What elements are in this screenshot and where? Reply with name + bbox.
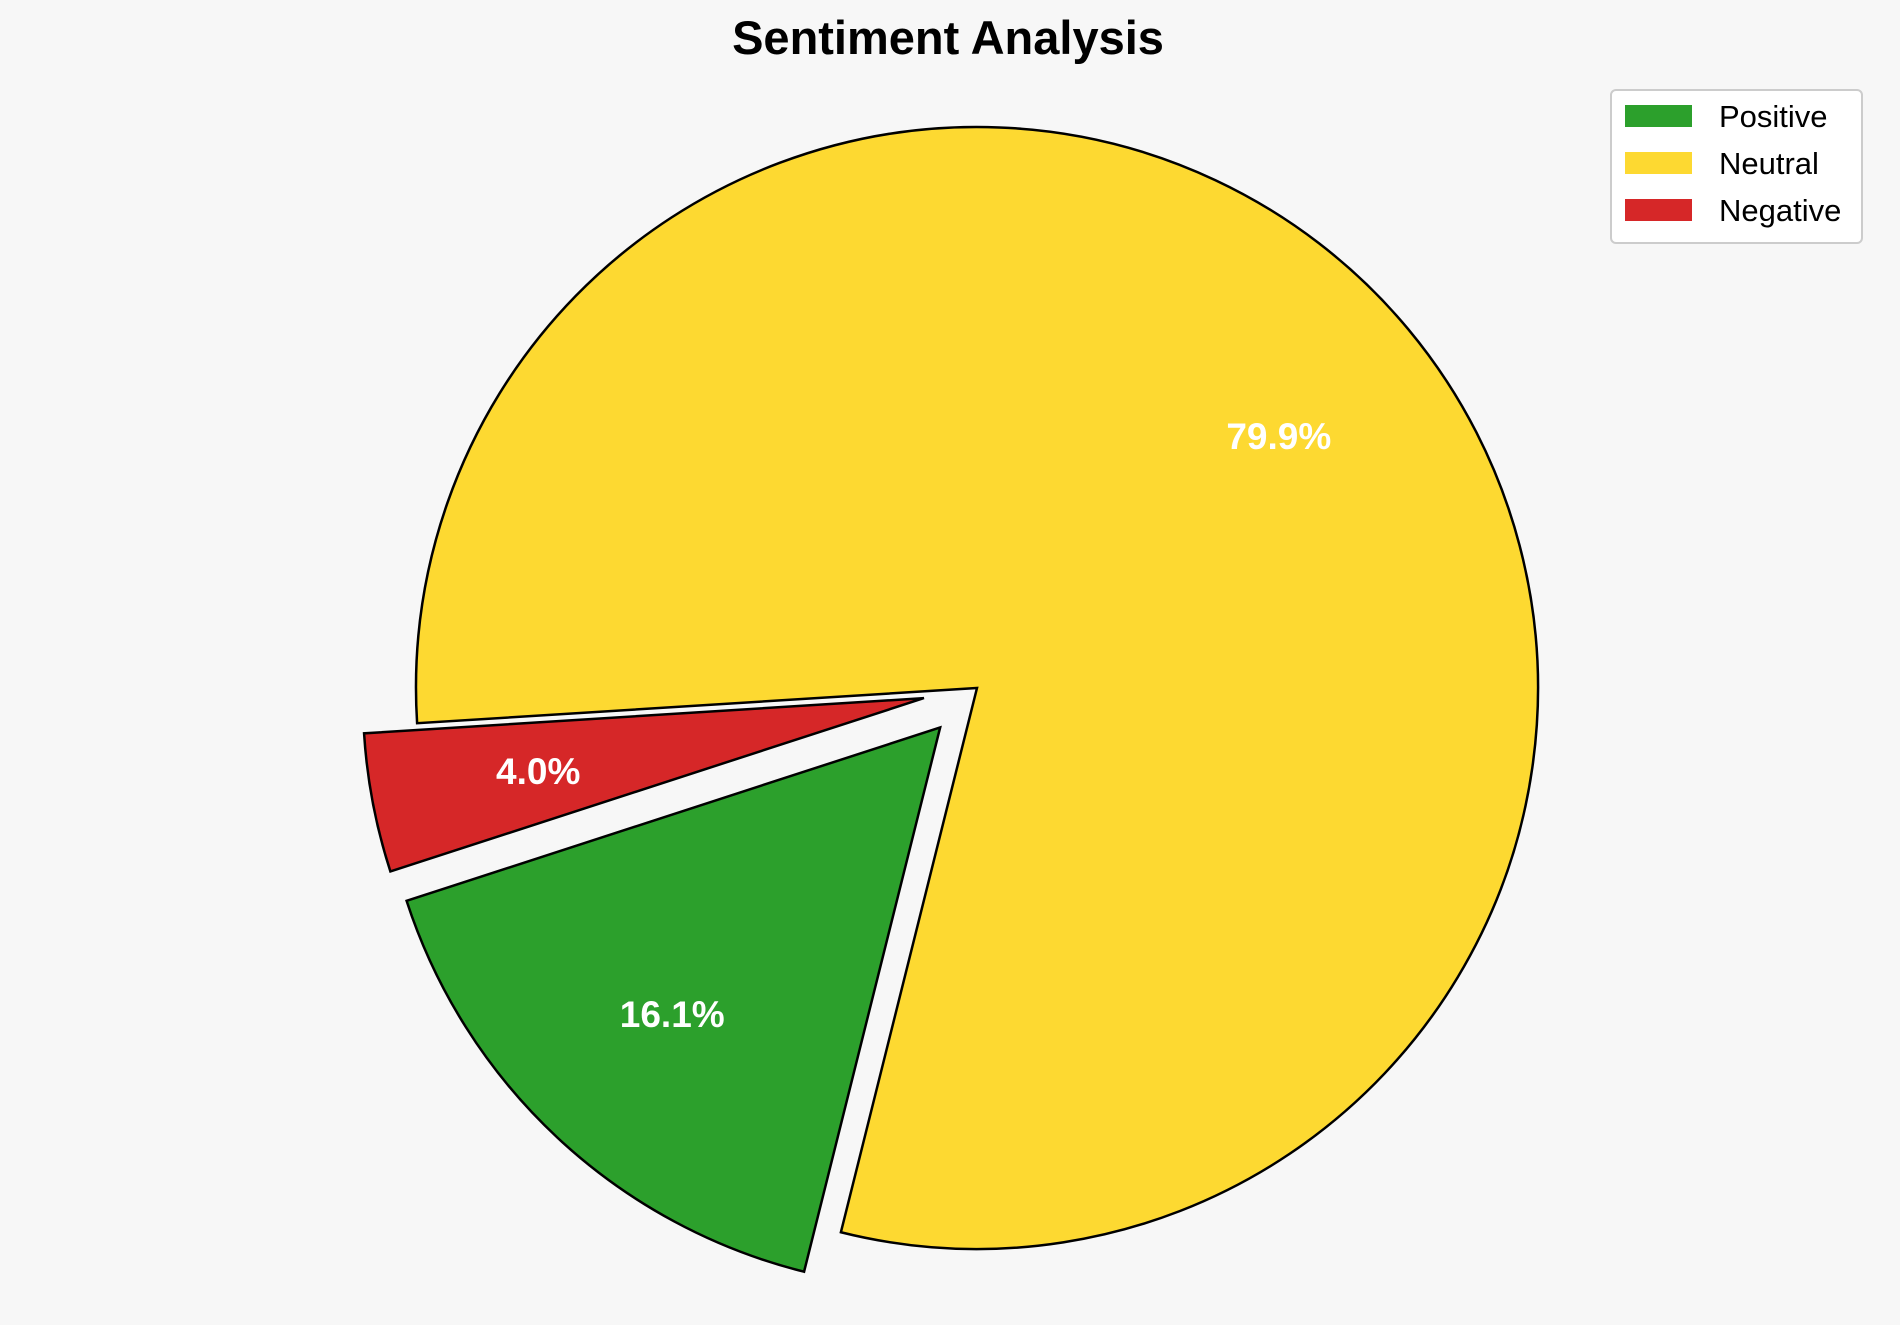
- legend-swatch-positive: [1625, 105, 1692, 127]
- legend: Positive Neutral Negative: [1610, 89, 1863, 244]
- legend-label-negative: Negative: [1719, 193, 1841, 228]
- slice-label-neutral: 79.9%: [1226, 416, 1331, 457]
- pie-slice-positive: [405, 725, 942, 1274]
- pie-slice-labels: 16.1% 79.9% 4.0%: [496, 416, 1331, 1035]
- slice-label-negative: 4.0%: [496, 751, 580, 792]
- chart-title: Sentiment Analysis: [732, 11, 1164, 64]
- legend-label-positive: Positive: [1719, 99, 1828, 134]
- legend-swatch-neutral: [1625, 152, 1692, 174]
- pie-slices: [362, 125, 1540, 1274]
- pie-slice-neutral: [414, 125, 1540, 1251]
- legend-swatch-negative: [1625, 199, 1692, 221]
- legend-label-neutral: Neutral: [1719, 146, 1819, 181]
- slice-label-positive: 16.1%: [620, 994, 725, 1035]
- pie-slice-negative: [362, 696, 925, 874]
